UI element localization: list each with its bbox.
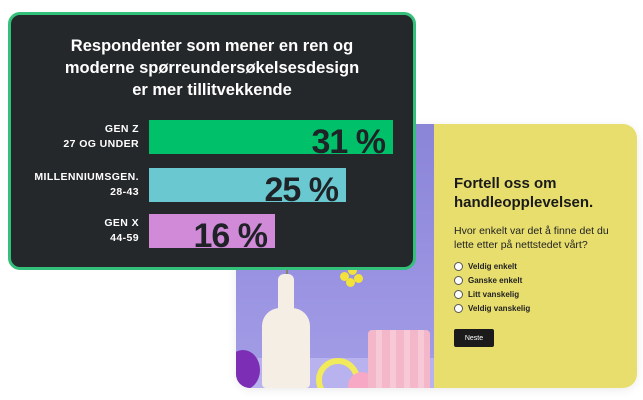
next-button[interactable]: Neste xyxy=(454,329,494,347)
radio-button[interactable] xyxy=(454,290,463,299)
bar-value-label: 16 % xyxy=(193,217,268,255)
results-chart-card: Respondenter som mener en ren og moderne… xyxy=(8,12,416,270)
radio-button[interactable] xyxy=(454,262,463,271)
survey-question: Hvor enkelt var det å finne det du lette… xyxy=(454,225,609,251)
yellow-flowers xyxy=(340,266,370,288)
bar: 31 % xyxy=(149,120,393,160)
bar: 16 % xyxy=(149,214,275,254)
bar-label-line: 27 OG UNDER xyxy=(63,138,139,150)
bar-label: GEN X 44-59 xyxy=(11,216,139,246)
purple-decoration xyxy=(236,350,260,388)
bar-label-line: GEN Z xyxy=(104,123,139,135)
chart-title-line: er mer tillitvekkende xyxy=(132,81,292,99)
bar-label: MILLENNIUMSGEN. 28-43 xyxy=(11,170,139,200)
option-label: Veldig enkelt xyxy=(468,262,517,271)
chart-title-line: Respondenter som mener en ren og xyxy=(70,37,354,55)
option-label: Veldig vanskelig xyxy=(468,304,531,313)
option-label: Litt vanskelig xyxy=(468,290,520,299)
chart-title-line: moderne spørreundersøkelsesdesign xyxy=(64,59,360,77)
bar-row-millennium: MILLENNIUMSGEN. 28-43 25 % xyxy=(11,168,413,208)
bar-label-line: MILLENNIUMSGEN. xyxy=(34,171,139,183)
radio-button[interactable] xyxy=(454,304,463,313)
bar-label-line: 44-59 xyxy=(110,232,139,244)
radio-button[interactable] xyxy=(454,276,463,285)
bar-label: GEN Z 27 OG UNDER xyxy=(11,122,139,152)
option-ganske-enkelt[interactable]: Ganske enkelt xyxy=(454,276,615,285)
bar-label-line: GEN X xyxy=(104,217,139,229)
bar-label-line: 28-43 xyxy=(110,186,139,198)
bar-row-gen-x: GEN X 44-59 16 % xyxy=(11,214,413,254)
bar-value-label: 25 % xyxy=(264,171,339,209)
white-vase xyxy=(262,274,310,388)
option-veldig-vanskelig[interactable]: Veldig vanskelig xyxy=(454,304,615,313)
option-litt-vanskelig[interactable]: Litt vanskelig xyxy=(454,290,615,299)
survey-title: Fortell oss om handleopplevelsen. xyxy=(454,175,594,211)
bar-row-gen-z: GEN Z 27 OG UNDER 31 % xyxy=(11,120,413,160)
survey-form: Fortell oss om handleopplevelsen. Hvor e… xyxy=(434,124,637,388)
chart-title: Respondenter som mener en ren og moderne… xyxy=(11,35,413,101)
bar: 25 % xyxy=(149,168,346,208)
option-label: Ganske enkelt xyxy=(468,276,523,285)
bar-value-label: 31 % xyxy=(311,123,386,161)
pink-box xyxy=(368,330,430,388)
option-veldig-enkelt[interactable]: Veldig enkelt xyxy=(454,262,615,271)
